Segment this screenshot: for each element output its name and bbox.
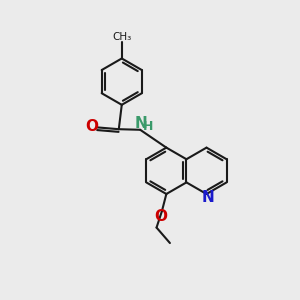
Text: N: N [135, 116, 148, 131]
Text: H: H [143, 120, 154, 133]
Text: O: O [154, 209, 167, 224]
Text: CH₃: CH₃ [112, 32, 131, 42]
Text: N: N [202, 190, 214, 206]
Text: O: O [85, 119, 98, 134]
